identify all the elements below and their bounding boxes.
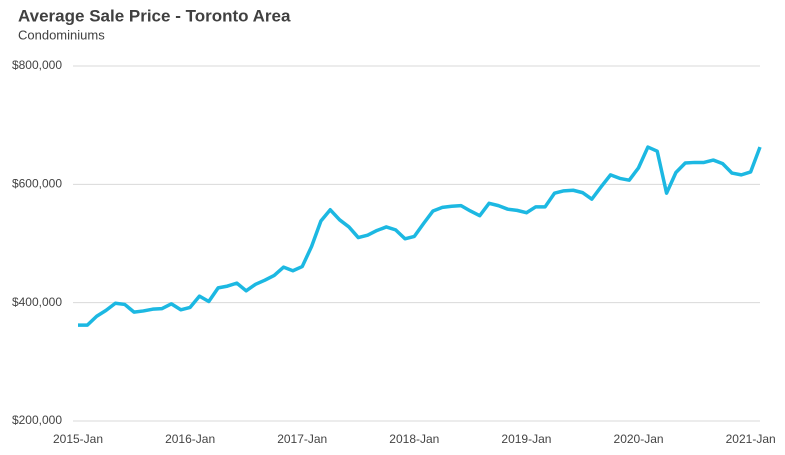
x-tick-label: 2017-Jan — [277, 432, 327, 446]
y-tick-label: $600,000 — [12, 177, 62, 191]
x-tick-label: 2018-Jan — [389, 432, 439, 446]
chart-title: Average Sale Price - Toronto Area — [18, 6, 291, 25]
x-tick-label: 2020-Jan — [614, 432, 664, 446]
y-tick-label: $200,000 — [12, 413, 62, 427]
x-tick-label: 2019-Jan — [501, 432, 551, 446]
x-tick-label: 2016-Jan — [165, 432, 215, 446]
y-tick-label: $800,000 — [12, 58, 62, 72]
x-tick-label: 2015-Jan — [53, 432, 103, 446]
y-tick-label: $400,000 — [12, 295, 62, 309]
x-tick-label: 2021-Jan — [726, 432, 776, 446]
data-line — [78, 145, 762, 327]
chart-subtitle: Condominiums — [18, 27, 105, 42]
